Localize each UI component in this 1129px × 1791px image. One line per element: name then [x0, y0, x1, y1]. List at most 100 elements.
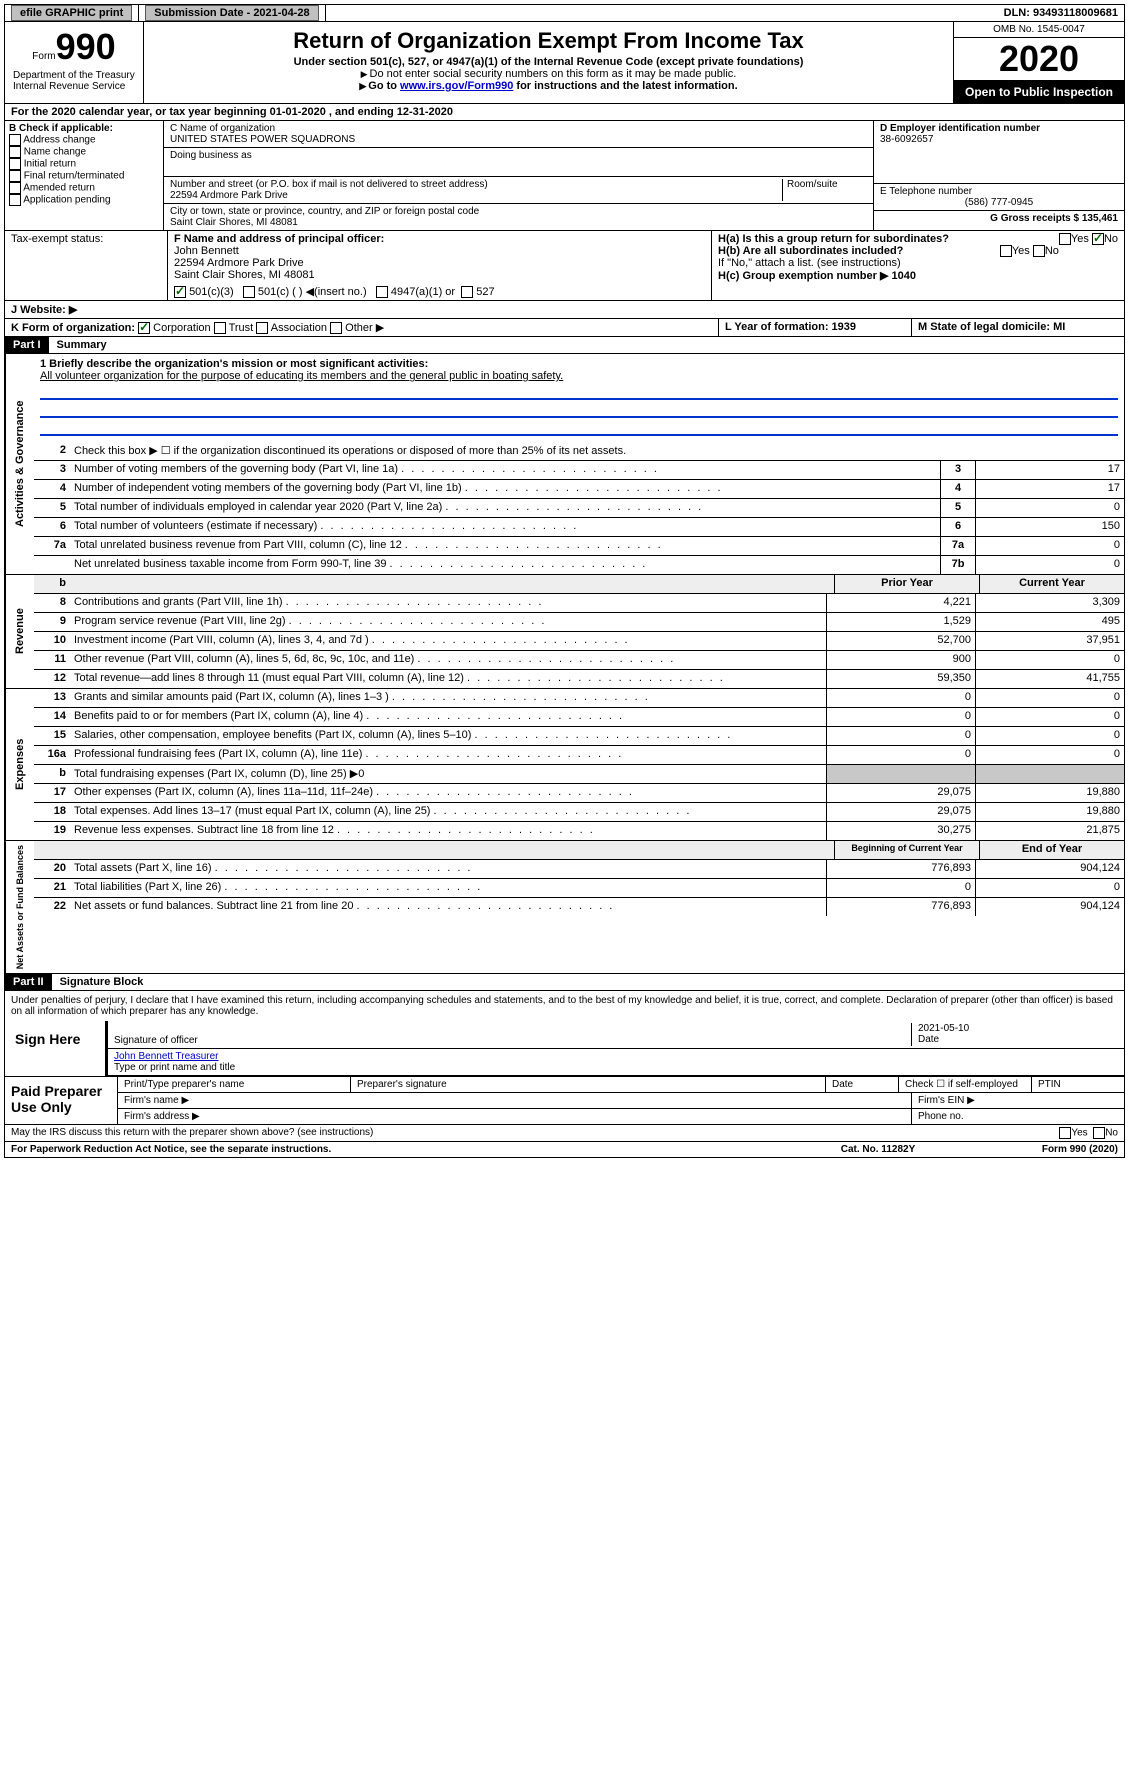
part2-header: Part II Signature Block [4, 974, 1125, 991]
prep-date-label: Date [826, 1077, 899, 1092]
table-row: 15 Salaries, other compensation, employe… [34, 727, 1124, 746]
chk-discuss-yes[interactable] [1059, 1127, 1071, 1139]
q1-value: All volunteer organization for the purpo… [40, 370, 1118, 382]
officer-addr2: Saint Clair Shores, MI 48081 [174, 269, 705, 281]
dba-label: Doing business as [170, 150, 867, 161]
table-row: 20 Total assets (Part X, line 16) 776,89… [34, 860, 1124, 879]
officer-name-label: Type or print name and title [114, 1062, 235, 1073]
table-row: 3 Number of voting members of the govern… [34, 461, 1124, 480]
side-revenue: Revenue [5, 575, 34, 688]
form-org-label: K Form of organization: [11, 322, 135, 334]
discuss-row: May the IRS discuss this return with the… [4, 1125, 1125, 1142]
website-label: J Website: ▶ [5, 301, 1124, 318]
table-row: 18 Total expenses. Add lines 13–17 (must… [34, 803, 1124, 822]
chk-trust[interactable] [214, 322, 226, 334]
table-row: b Total fundraising expenses (Part IX, c… [34, 765, 1124, 784]
table-row: 5 Total number of individuals employed i… [34, 499, 1124, 518]
check-applicable-label: B Check if applicable: [9, 123, 159, 134]
org-name-label: C Name of organization [170, 123, 867, 134]
table-row: 19 Revenue less expenses. Subtract line … [34, 822, 1124, 840]
tax-exempt-label: Tax-exempt status: [11, 233, 161, 245]
firm-phone-label: Phone no. [912, 1109, 1124, 1124]
h-a: H(a) Is this a group return for subordin… [718, 233, 949, 245]
chk-amended[interactable] [9, 182, 21, 194]
form-number: 990 [56, 26, 116, 67]
chk-address-change[interactable] [9, 134, 21, 146]
table-row: 12 Total revenue—add lines 8 through 11 … [34, 670, 1124, 688]
chk-application-pending[interactable] [9, 194, 21, 206]
revenue-section: Revenue b Prior Year Current Year 8 Cont… [4, 575, 1125, 689]
chk-other[interactable] [330, 322, 342, 334]
officer-name: John Bennett [174, 245, 705, 257]
top-bar: efile GRAPHIC print Submission Date - 20… [4, 4, 1125, 22]
chk-527[interactable] [461, 286, 473, 298]
side-governance: Activities & Governance [5, 354, 34, 574]
chk-discuss-no[interactable] [1093, 1127, 1105, 1139]
state-domicile: M State of legal domicile: MI [918, 321, 1065, 333]
table-row: 16a Professional fundraising fees (Part … [34, 746, 1124, 765]
chk-name-change[interactable] [9, 146, 21, 158]
chk-4947[interactable] [376, 286, 388, 298]
org-name: UNITED STATES POWER SQUADRONS [170, 134, 867, 145]
table-row: 9 Program service revenue (Part VIII, li… [34, 613, 1124, 632]
part1-title: Summary [49, 337, 115, 353]
prep-sig-label: Preparer's signature [351, 1077, 826, 1092]
chk-hb-yes[interactable] [1000, 245, 1012, 257]
table-row: 21 Total liabilities (Part X, line 26) 0… [34, 879, 1124, 898]
tax-year: 2020 [954, 38, 1124, 81]
city-label: City or town, state or province, country… [170, 206, 867, 217]
chk-assoc[interactable] [256, 322, 268, 334]
officer-addr1: 22594 Ardmore Park Drive [174, 257, 705, 269]
part1-label: Part I [5, 337, 49, 353]
submission-date-button[interactable]: Submission Date - 2021-04-28 [145, 5, 318, 21]
chk-501c3[interactable] [174, 286, 186, 298]
chk-initial-return[interactable] [9, 158, 21, 170]
phone-value: (586) 777-0945 [880, 197, 1118, 208]
beg-hdr: Beginning of Current Year [834, 841, 979, 859]
h-c: H(c) Group exemption number ▶ 1040 [718, 269, 1118, 282]
footer-row: For Paperwork Reduction Act Notice, see … [4, 1142, 1125, 1158]
h-b: H(b) Are all subordinates included? [718, 245, 903, 257]
form-header: Form990 Department of the Treasury Inter… [4, 22, 1125, 104]
prior-hdr: Prior Year [834, 575, 979, 593]
goto-pre: Go to [368, 80, 400, 92]
dln-label: DLN: 93493118009681 [326, 5, 1124, 21]
note-ssn: Do not enter social security numbers on … [370, 68, 737, 80]
entity-block: B Check if applicable: Address change Na… [4, 121, 1125, 231]
signature-block: Under penalties of perjury, I declare th… [4, 991, 1125, 1125]
chk-final-return[interactable] [9, 170, 21, 182]
website-row: J Website: ▶ [4, 301, 1125, 319]
form-subtitle: Under section 501(c), 527, or 4947(a)(1)… [148, 56, 949, 68]
part2-title: Signature Block [52, 974, 152, 990]
irs-link[interactable]: www.irs.gov/Form990 [400, 80, 513, 92]
ein-label: D Employer identification number [880, 123, 1118, 134]
chk-ha-no[interactable] [1092, 233, 1104, 245]
table-row: 14 Benefits paid to or for members (Part… [34, 708, 1124, 727]
addr-label: Number and street (or P.O. box if mail i… [170, 179, 782, 190]
chk-501c[interactable] [243, 286, 255, 298]
table-row: 11 Other revenue (Part VIII, column (A),… [34, 651, 1124, 670]
form-title: Return of Organization Exempt From Incom… [148, 28, 949, 54]
chk-ha-yes[interactable] [1059, 233, 1071, 245]
goto-post: for instructions and the latest informat… [513, 80, 737, 92]
table-row: 13 Grants and similar amounts paid (Part… [34, 689, 1124, 708]
officer-printed-name[interactable]: John Bennett Treasurer [114, 1051, 219, 1062]
chk-corp[interactable] [138, 322, 150, 334]
paperwork-notice: For Paperwork Reduction Act Notice, see … [11, 1144, 788, 1155]
table-row: 6 Total number of volunteers (estimate i… [34, 518, 1124, 537]
side-expenses: Expenses [5, 689, 34, 840]
ein-value: 38-6092657 [880, 134, 1118, 145]
room-suite-label: Room/suite [782, 179, 867, 201]
table-row: 22 Net assets or fund balances. Subtract… [34, 898, 1124, 916]
sig-date: 2021-05-10 [918, 1023, 1118, 1034]
firm-addr-label: Firm's address ▶ [118, 1109, 912, 1124]
efile-print-button[interactable]: efile GRAPHIC print [11, 5, 132, 21]
officer-label: F Name and address of principal officer: [174, 233, 705, 245]
open-inspection: Open to Public Inspection [954, 81, 1124, 103]
part1-header: Part I Summary [4, 337, 1125, 354]
part2-label: Part II [5, 974, 52, 990]
addr-street: 22594 Ardmore Park Drive [170, 190, 782, 201]
firm-ein-label: Firm's EIN ▶ [912, 1093, 1124, 1108]
chk-hb-no[interactable] [1033, 245, 1045, 257]
year-formation: L Year of formation: 1939 [725, 321, 856, 333]
